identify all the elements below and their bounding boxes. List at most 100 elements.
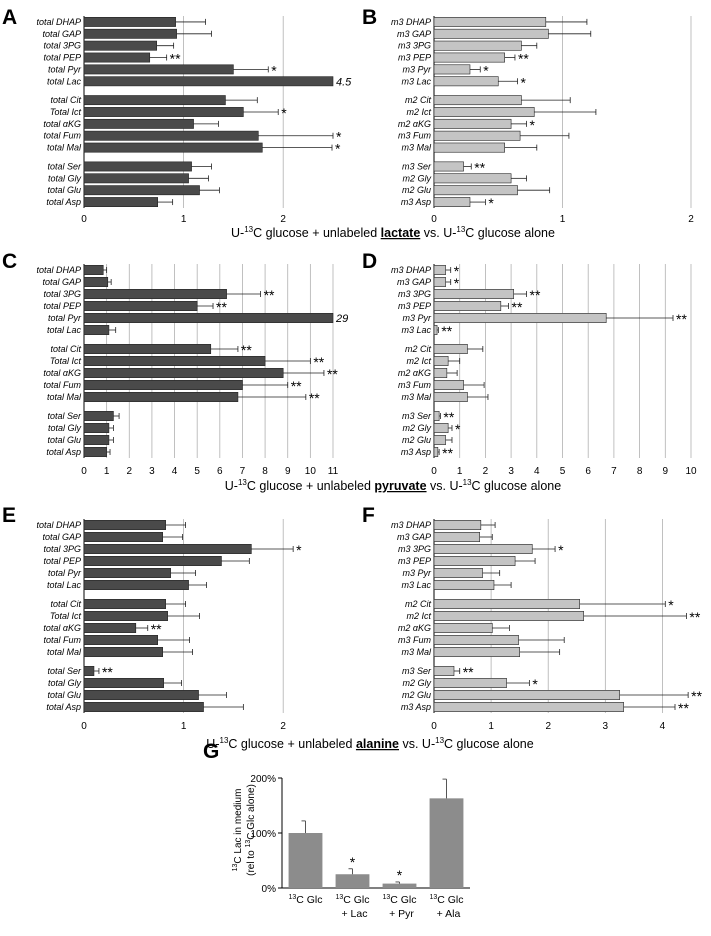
panel-d-tick-label: 4 bbox=[534, 466, 540, 477]
panel-f-significance-star: ** bbox=[678, 700, 689, 716]
panel-d-significance-star: ** bbox=[676, 311, 687, 327]
panel-e-tick-label: 1 bbox=[181, 721, 187, 732]
panel-d-bar bbox=[433, 368, 448, 378]
panel-e-row-label: total Mal bbox=[47, 647, 82, 657]
panel-b-significance-star: ** bbox=[518, 51, 529, 67]
panel-b-row-label: m2 αKG bbox=[398, 119, 431, 129]
panel-e-bar bbox=[83, 520, 166, 530]
panel-e-bar bbox=[83, 580, 189, 590]
panel-a-significance-star: * bbox=[281, 105, 287, 121]
panel-e-significance-star: ** bbox=[102, 664, 113, 680]
panel-a-label: A bbox=[2, 6, 17, 29]
panel-d-tick-label: 5 bbox=[560, 466, 566, 477]
panel-d-tick-label: 8 bbox=[637, 466, 643, 477]
panel-d-bar bbox=[433, 356, 449, 366]
panel-c-chart: 0 1 2 3 4 5 6 7 8 9 10 11 total DHAP total GAP total 3… bbox=[36, 264, 348, 477]
panel-b-bar bbox=[433, 185, 518, 196]
panel-d-significance-star: ** bbox=[441, 323, 452, 339]
panel-d-row-label: m3 Ser bbox=[402, 411, 432, 421]
panel-e-chart: 0 1 2 total DHAP total GAP total 3PG * total PE… bbox=[36, 519, 302, 732]
panel-d-significance-star: * bbox=[454, 263, 460, 279]
panel-b-significance-star: * bbox=[521, 74, 527, 90]
panel-f-significance-star: * bbox=[558, 542, 564, 558]
panel-g-category-label: 13C Glc bbox=[429, 894, 463, 906]
panel-d-tick-label: 2 bbox=[483, 466, 489, 477]
panel-b-tick-label: 1 bbox=[560, 214, 566, 225]
panel-d-bar bbox=[433, 301, 502, 311]
panel-d-bar bbox=[433, 435, 446, 445]
panel-d-row-label: m3 Mal bbox=[401, 392, 432, 402]
panel-c-significance-star: ** bbox=[327, 366, 338, 382]
panel-d-significance-star: ** bbox=[512, 299, 523, 315]
panel-a-bar bbox=[83, 95, 226, 106]
panel-c-bar-value-label: 29 bbox=[335, 313, 348, 325]
panel-e-row-label: total Cit bbox=[50, 599, 81, 609]
panel-a-bar bbox=[83, 28, 177, 39]
panel-b-row-label: m2 Gly bbox=[402, 173, 431, 183]
panel-e-bar bbox=[83, 544, 252, 554]
panel-f-bar bbox=[433, 520, 482, 530]
panel-b-bar bbox=[433, 95, 522, 106]
panel-c-row-label: total Pyr bbox=[48, 313, 82, 323]
panel-c-row-label: total Asp bbox=[46, 447, 81, 457]
panel-a-tick-label: 1 bbox=[181, 214, 187, 225]
panel-f-label: F bbox=[362, 504, 375, 527]
panel-f-significance-star: ** bbox=[691, 688, 702, 704]
panel-d-row-label: m3 PEP bbox=[398, 301, 431, 311]
panel-b-bar bbox=[433, 107, 535, 117]
panel-f-row-label: m3 DHAP bbox=[391, 520, 431, 530]
panel-b-significance-star: ** bbox=[474, 159, 485, 175]
panel-c-bar bbox=[83, 313, 334, 323]
panel-c-row-label: total PEP bbox=[43, 301, 81, 311]
panel-d-bar bbox=[433, 411, 440, 421]
panel-b-significance-star: * bbox=[483, 62, 489, 78]
panel-e-tick-label: 2 bbox=[280, 721, 286, 732]
panel-g-category-label: 13C Glc bbox=[335, 894, 369, 906]
panel-d-bar bbox=[433, 289, 514, 299]
panel-e-row-label: total PEP bbox=[43, 556, 81, 566]
panel-d-row-label: m2 Gly bbox=[402, 423, 431, 433]
panel-e-bar bbox=[83, 599, 166, 609]
panel-a-row-label: total Cit bbox=[50, 95, 81, 105]
panel-d-tick-label: 1 bbox=[457, 466, 463, 477]
panel-a-bar bbox=[83, 130, 259, 141]
panel-f-row-label: m3 Mal bbox=[401, 647, 432, 657]
panel-d-label: D bbox=[362, 250, 377, 273]
panel-a-row-label: total PEP bbox=[43, 53, 81, 63]
panel-c-bar bbox=[83, 423, 110, 433]
panel-a-row-label: total Pyr bbox=[48, 64, 82, 74]
panel-c-tick-label: 3 bbox=[149, 466, 155, 477]
panel-d-tick-label: 0 bbox=[431, 466, 437, 477]
panel-a-bar bbox=[83, 173, 189, 184]
panel-c-bar bbox=[83, 368, 284, 378]
panel-e-bar bbox=[83, 611, 168, 621]
panel-c-significance-star: ** bbox=[216, 299, 227, 315]
panel-c-row-label: total αKG bbox=[43, 368, 81, 378]
panel-b-bar bbox=[433, 130, 521, 141]
panel-e-bar bbox=[83, 702, 204, 712]
panel-e-row-label: total Lac bbox=[47, 580, 82, 590]
panel-c-significance-star: ** bbox=[241, 342, 252, 358]
panel-f-row-label: m2 Gly bbox=[402, 678, 431, 688]
panel-d-row-label: m2 αKG bbox=[398, 368, 431, 378]
panel-b-row-label: m3 Lac bbox=[401, 76, 431, 86]
panel-c-bar bbox=[83, 325, 110, 335]
panel-b-row-label: m2 Ict bbox=[406, 107, 431, 117]
panel-b-row-label: m3 Fum bbox=[398, 131, 432, 141]
panel-f-tick-label: 2 bbox=[545, 721, 551, 732]
panel-c-row-label: Total Ict bbox=[50, 356, 82, 366]
panel-c-bar bbox=[83, 380, 243, 390]
panel-f-row-label: m2 Cit bbox=[405, 599, 432, 609]
panel-g-significance-star: * bbox=[350, 854, 356, 870]
panel-e-tick-label: 0 bbox=[81, 721, 87, 732]
panel-a-significance-star: * bbox=[271, 62, 277, 78]
panel-b-bar bbox=[433, 40, 522, 51]
panel-b-row-label: m3 Mal bbox=[401, 143, 432, 153]
panel-f-tick-label: 0 bbox=[431, 721, 437, 732]
panel-e-bar bbox=[83, 635, 159, 645]
panel-a-row-label: total Glu bbox=[47, 185, 81, 195]
panel-a-chart: 0 1 2 total DHAP total GAP total 3PG total PEP… bbox=[36, 16, 352, 225]
panel-d-bar bbox=[433, 447, 439, 457]
panel-f-significance-star: * bbox=[532, 676, 538, 692]
panel-g-tick-label: 200% bbox=[250, 774, 276, 785]
